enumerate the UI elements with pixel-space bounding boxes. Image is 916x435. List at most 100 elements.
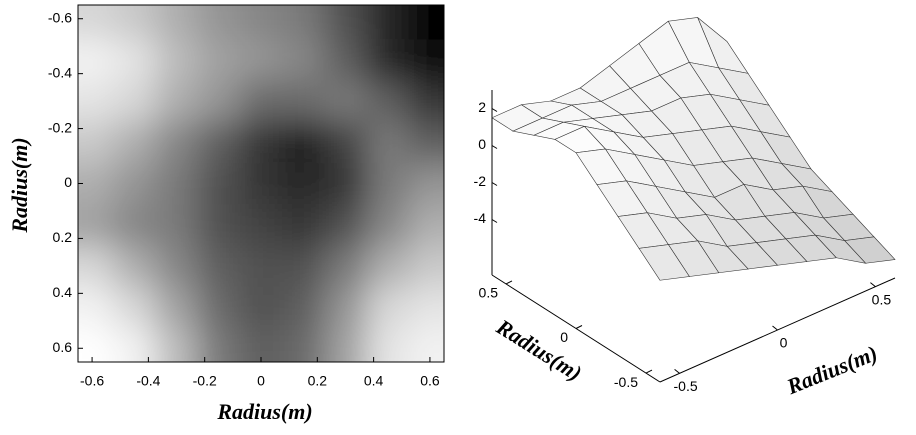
heat-cell — [155, 121, 199, 164]
heat-cell — [282, 245, 325, 287]
heat-cell — [239, 204, 283, 246]
heat-cell — [366, 327, 410, 362]
heat-cell — [366, 204, 410, 246]
heat-cell — [282, 286, 325, 329]
heat-cell — [155, 286, 199, 329]
y-axis-label: Radius(m) — [7, 137, 32, 233]
heat-cell — [113, 327, 156, 362]
y-tick-label: -0.6 — [48, 9, 72, 25]
z-tick-label: 0 — [478, 136, 486, 152]
heat-cell — [366, 121, 410, 164]
heat-cell — [408, 5, 444, 40]
x-tick — [575, 325, 583, 329]
y-tick-label: 0.4 — [53, 284, 73, 300]
heat-cell — [155, 39, 199, 82]
heat-cell — [113, 286, 156, 329]
heat-cell — [113, 39, 156, 82]
heat-cell — [155, 80, 199, 123]
heatmap-area — [78, 5, 444, 362]
z-tick — [491, 145, 498, 149]
y-tick-label: 0.2 — [53, 229, 73, 245]
x-tick — [645, 369, 653, 374]
heat-cell — [78, 327, 114, 362]
heat-cell — [324, 39, 368, 82]
heat-cell — [113, 162, 156, 205]
heat-cell — [78, 286, 114, 329]
heat-cell — [113, 245, 156, 287]
x-tick-label: -0.5 — [614, 374, 638, 390]
heat-cell — [282, 204, 325, 246]
y-tick-label: 0.6 — [53, 339, 73, 355]
heat-cell — [197, 327, 241, 362]
y-tick-label: 0.5 — [872, 291, 892, 307]
heat-cell — [113, 5, 156, 40]
heat-cell — [239, 245, 283, 287]
x-axis-label: Radius(m) — [216, 399, 312, 424]
y-tick — [772, 325, 778, 331]
heat-cell — [366, 245, 410, 287]
heat-cell — [408, 327, 444, 362]
heat-cell — [282, 39, 325, 82]
heat-cell — [239, 121, 283, 164]
heat-cell — [155, 162, 199, 205]
heat-cell — [239, 327, 283, 362]
heat-cell — [408, 245, 444, 287]
heat-cell — [239, 286, 283, 329]
z-tick — [491, 108, 498, 112]
heat-cell — [408, 286, 444, 329]
surface — [491, 17, 896, 281]
surface-y-label: Radius(m) — [782, 340, 881, 399]
x-tick-label: -0.2 — [193, 373, 217, 389]
surface-x-label: Radius(m) — [491, 314, 586, 386]
y-tick — [870, 282, 876, 288]
heat-cell — [78, 245, 114, 287]
z-tick — [491, 219, 498, 223]
heat-cell — [408, 121, 444, 164]
heat-cell — [197, 204, 241, 246]
heat-cell — [366, 5, 410, 40]
heat-cell — [197, 245, 241, 287]
heat-cell — [155, 204, 199, 246]
x-tick-label: 0 — [257, 373, 265, 389]
heat-cell — [324, 204, 368, 246]
heat-cell — [366, 80, 410, 123]
x-tick-label: -0.4 — [136, 373, 160, 389]
heat-cell — [78, 204, 114, 246]
heat-cell — [366, 39, 410, 82]
y-tick-label: 0 — [780, 335, 788, 351]
heat-cell — [282, 121, 325, 164]
heat-cell — [155, 245, 199, 287]
heat-cell — [155, 5, 199, 40]
heat-cell — [197, 80, 241, 123]
heat-cell — [324, 80, 368, 123]
heat-cell — [366, 286, 410, 329]
x-tick — [505, 280, 513, 285]
heat-cell — [197, 286, 241, 329]
heat-cell — [78, 5, 114, 40]
heat-cell — [197, 39, 241, 82]
y-tick-label: -0.5 — [674, 378, 698, 394]
heat-cell — [239, 80, 283, 123]
heat-cell — [239, 162, 283, 205]
heat-cell — [155, 327, 199, 362]
y-tick-label: -0.4 — [48, 64, 72, 80]
heat-cell — [113, 121, 156, 164]
x-tick-label: 0.6 — [420, 373, 440, 389]
x-tick-label: 0.4 — [364, 373, 384, 389]
heat-cell — [408, 80, 444, 123]
heat-cell — [408, 162, 444, 205]
heat-cell — [197, 162, 241, 205]
y-tick-label: 0 — [64, 174, 72, 190]
heat-cell — [282, 162, 325, 205]
heat-cell — [324, 162, 368, 205]
heat-cell — [78, 162, 114, 205]
heat-cell — [197, 5, 241, 40]
y-tick — [674, 368, 680, 374]
heat-cell — [366, 162, 410, 205]
heat-cell — [197, 121, 241, 164]
heat-cell — [282, 327, 325, 362]
heat-cell — [282, 80, 325, 123]
heat-cell — [113, 204, 156, 246]
heat-cell — [324, 245, 368, 287]
